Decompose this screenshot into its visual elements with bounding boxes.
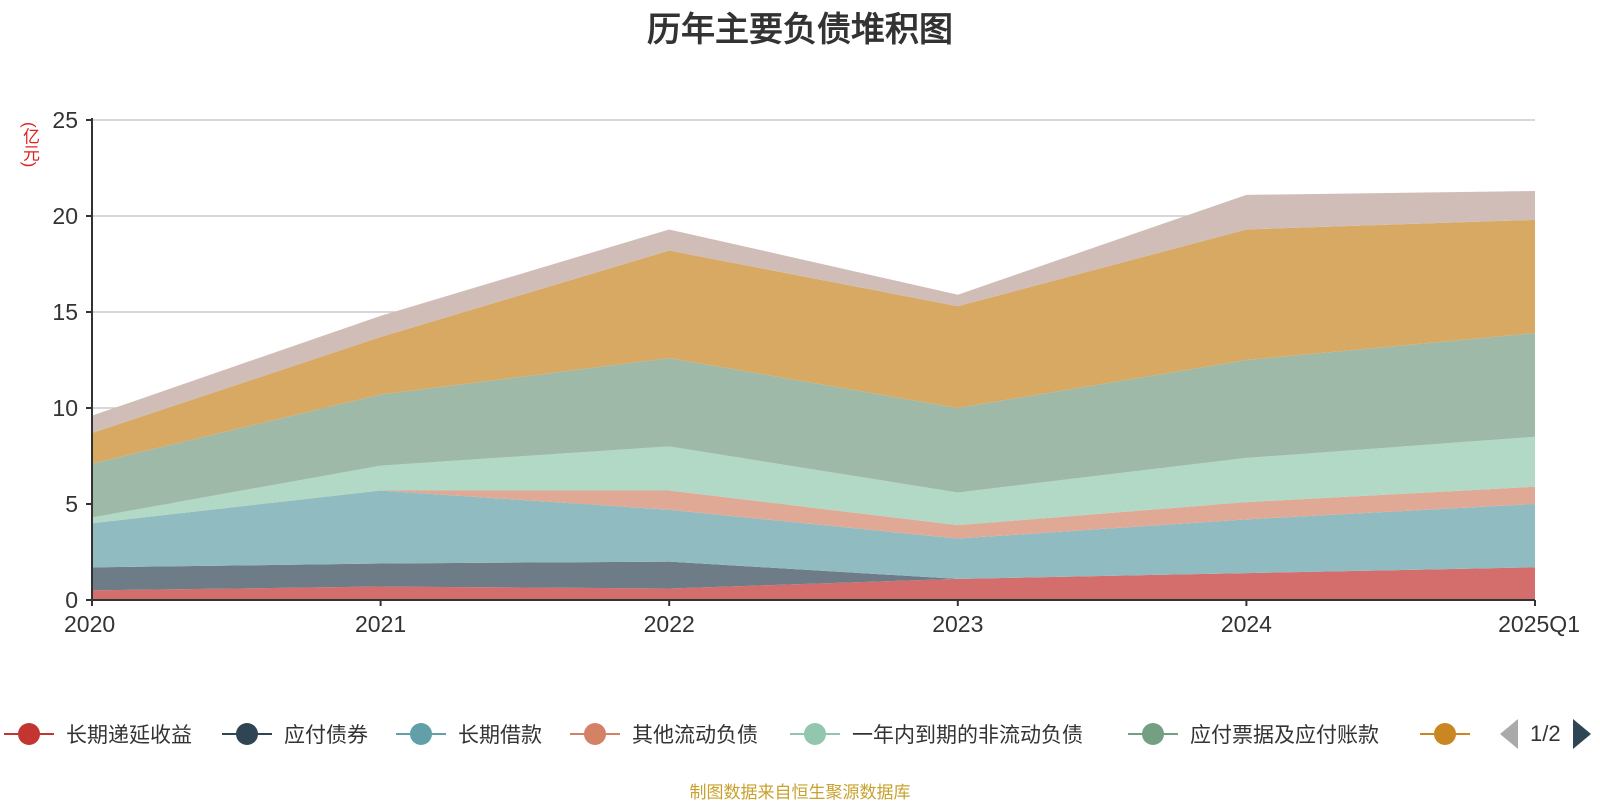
legend-marker [1420, 716, 1470, 752]
y-tick-label: 25 [52, 107, 78, 133]
x-tick-label: 2020 [64, 611, 115, 637]
circle-icon [18, 723, 40, 745]
y-tick-label: 0 [65, 587, 78, 613]
data-source-note: 制图数据来自恒生聚源数据库 [689, 783, 911, 802]
legend-item-contract-liabilities[interactable] [1420, 716, 1470, 752]
legend-label: 长期递延收益 [66, 724, 192, 747]
circle-icon [1434, 723, 1456, 745]
legend-pager: 1/2 [1500, 718, 1591, 750]
legend-label: 一年内到期的非流动负债 [852, 724, 1083, 747]
legend-label: 其他流动负债 [632, 724, 758, 747]
area-series-6 [92, 333, 1535, 518]
area-series-8 [92, 191, 1535, 433]
legend-item-other-current-liabilities[interactable]: 其他流动负债 [570, 716, 758, 752]
area-series-7 [92, 219, 1535, 464]
legend-marker [1128, 716, 1178, 752]
next-page-icon[interactable] [1572, 719, 1591, 749]
stacked-area-chart: 0 5 10 15 20 25 2020 2021 2022 2023 2024 2025Q1 [52, 107, 1580, 637]
x-tick-label: 2025Q1 [1498, 611, 1580, 637]
x-tick-label: 2021 [355, 611, 406, 637]
legend-item-long-term-loans[interactable]: 长期借款 [396, 716, 542, 752]
y-tick-label: 5 [65, 491, 78, 517]
previous-page-icon[interactable] [1500, 719, 1518, 749]
legend-page-indicator: 1/2 [1530, 721, 1561, 746]
legend-marker [222, 716, 272, 752]
axes: 0 5 10 15 20 25 2020 2021 2022 2023 2024 2025Q1 [52, 107, 1580, 637]
legend-marker [790, 716, 840, 752]
legend-item-long-term-deferred-income[interactable]: 长期递延收益 [4, 716, 192, 752]
legend-item-bonds-payable[interactable]: 应付债券 [222, 716, 368, 752]
area-series [92, 191, 1535, 600]
circle-icon [584, 723, 606, 745]
y-tick-label: 10 [52, 395, 78, 421]
y-tick-label: 20 [52, 203, 78, 229]
chart-title: 历年主要负债堆积图 [647, 11, 953, 49]
circle-icon [410, 723, 432, 745]
area-series-3 [92, 490, 1535, 579]
area-series-5 [92, 436, 1535, 526]
circle-icon [1142, 723, 1164, 745]
legend-label: 长期借款 [458, 724, 542, 747]
x-tick-label: 2024 [1221, 611, 1272, 637]
legend-item-notes-and-accounts-payable[interactable]: 应付票据及应付账款 [1128, 716, 1379, 752]
circle-icon [236, 723, 258, 745]
legend-item-current-portion-noncurrent-liabilities[interactable]: 一年内到期的非流动负债 [790, 716, 1083, 752]
area-series-2 [92, 561, 1535, 591]
legend-marker [396, 716, 446, 752]
y-tick-label: 15 [52, 299, 78, 325]
area-series-4 [92, 486, 1535, 539]
circle-icon [804, 723, 826, 745]
x-tick-label: 2023 [932, 611, 983, 637]
legend-marker [4, 716, 54, 752]
legend: 长期递延收益 应付债券 长期借款 其他流动负债 一年内到期的非流动负债 [0, 716, 1600, 752]
legend-label: 应付债券 [284, 724, 368, 747]
legend-marker [570, 716, 620, 752]
y-axis-unit-label: (亿元) [20, 122, 39, 168]
x-tick-label: 2022 [644, 611, 695, 637]
legend-label: 应付票据及应付账款 [1190, 724, 1379, 747]
